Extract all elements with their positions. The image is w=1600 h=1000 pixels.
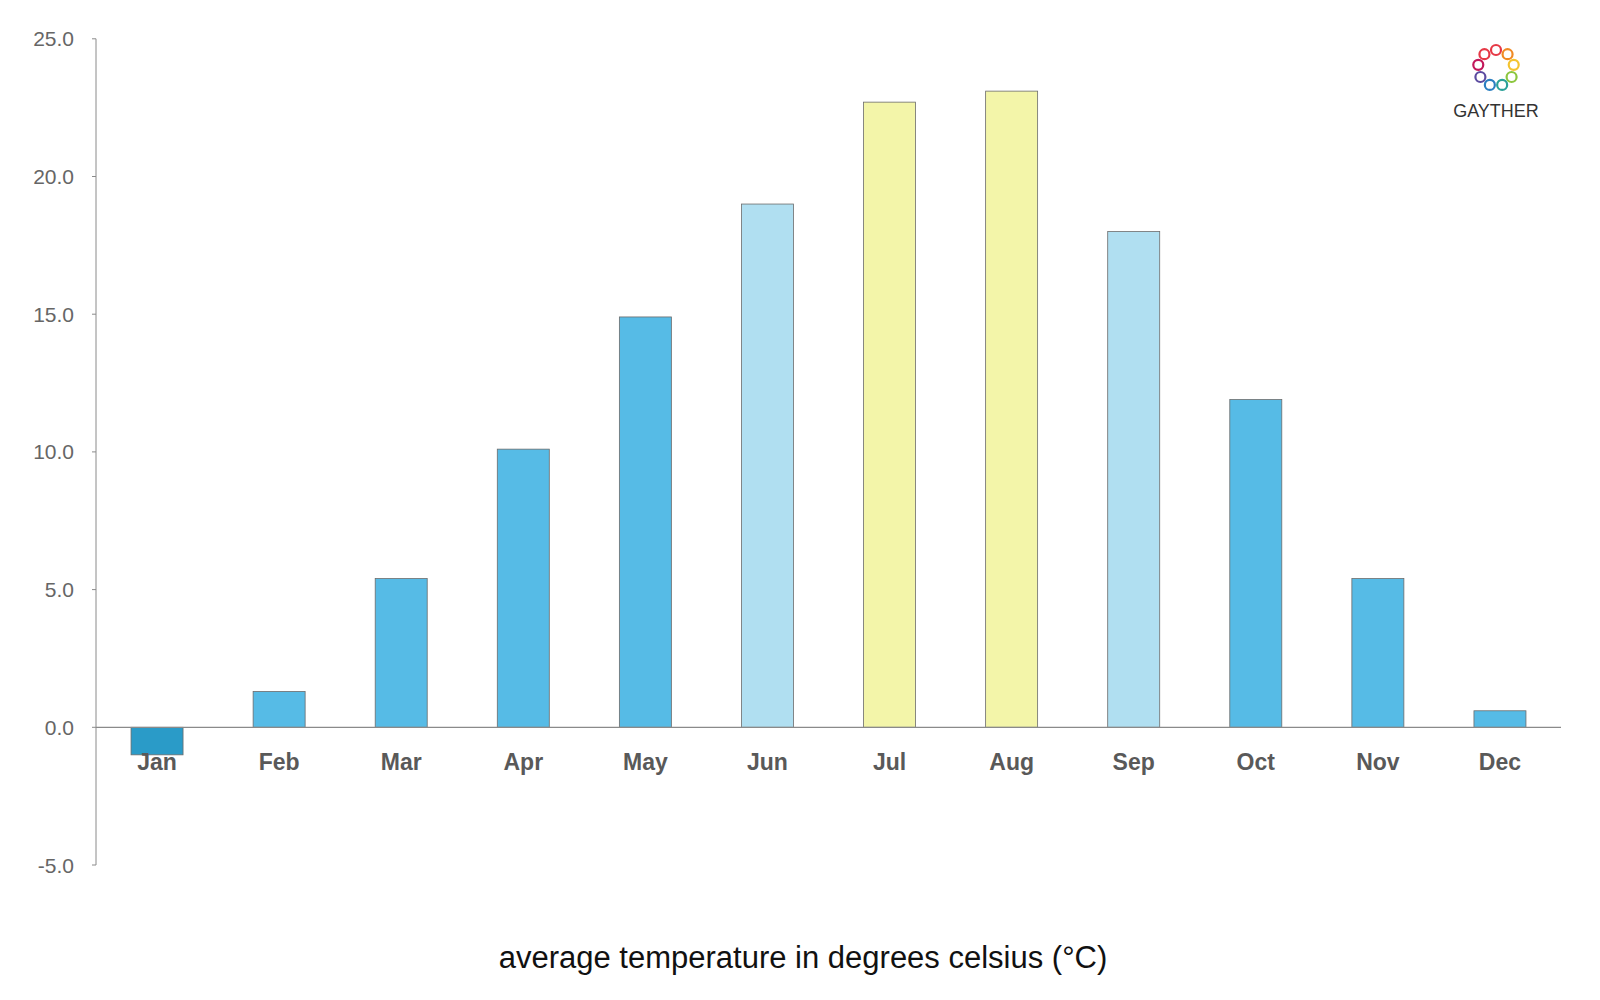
y-tick — [92, 589, 96, 590]
logo-petal — [1473, 60, 1483, 70]
x-tick-label: Oct — [1237, 749, 1276, 775]
x-tick-label: Jun — [747, 749, 788, 775]
logo-petal — [1479, 49, 1489, 59]
x-tick-label: Apr — [503, 749, 543, 775]
logo-petal — [1509, 60, 1519, 70]
bar — [1474, 711, 1526, 728]
x-tick-label: Dec — [1479, 749, 1521, 775]
logo-petal — [1485, 80, 1495, 90]
logo: GAYTHER — [1453, 45, 1539, 121]
bar — [1352, 579, 1404, 728]
x-tick-label: Feb — [259, 749, 300, 775]
y-tick-label: 5.0 — [45, 578, 74, 601]
bar — [375, 579, 427, 728]
logo-petal — [1491, 45, 1501, 55]
bar — [253, 691, 305, 727]
x-tick-label: May — [623, 749, 668, 775]
y-tick-label: 0.0 — [45, 716, 74, 739]
logo-petal — [1503, 49, 1513, 59]
x-tick-label: Aug — [989, 749, 1034, 775]
x-tick-label: Mar — [381, 749, 422, 775]
bar — [986, 91, 1038, 727]
bar — [497, 449, 549, 727]
chart-container: -5.0 0.0 5.0 10.0 15.0 20.0 25.0 Jan Feb Mar Apr Ma… — [0, 0, 1600, 1000]
y-tick — [92, 176, 96, 177]
y-tick-label: 20.0 — [33, 165, 74, 188]
y-tick — [92, 314, 96, 315]
zero-baseline — [96, 727, 1561, 728]
y-tick-label: 10.0 — [33, 440, 74, 463]
logo-petal — [1507, 72, 1517, 82]
x-axis-title: average temperature in degrees celsius (… — [499, 940, 1108, 975]
x-tick-label: Jul — [873, 749, 906, 775]
logo-text: GAYTHER — [1453, 101, 1539, 121]
x-tick-label: Jan — [137, 749, 177, 775]
x-tick-label: Sep — [1113, 749, 1155, 775]
y-ticks: -5.0 0.0 5.0 10.0 15.0 20.0 25.0 — [33, 27, 96, 876]
bar — [864, 102, 916, 727]
x-tick-labels: Jan Feb Mar Apr May Jun Jul Aug Sep Oct Nov Dec — [137, 749, 1521, 775]
bar — [1108, 232, 1160, 728]
bar — [619, 317, 671, 727]
chart-svg: -5.0 0.0 5.0 10.0 15.0 20.0 25.0 Jan Feb Mar Apr Ma… — [0, 0, 1600, 1000]
y-tick — [92, 451, 96, 452]
bar — [1230, 400, 1282, 728]
y-tick — [92, 865, 96, 866]
x-tick-label: Nov — [1356, 749, 1400, 775]
y-tick-label: 25.0 — [33, 27, 74, 50]
bar — [741, 204, 793, 727]
logo-petal — [1497, 80, 1507, 90]
y-tick-label: -5.0 — [38, 854, 74, 877]
bars — [131, 91, 1526, 755]
logo-petal — [1475, 72, 1485, 82]
y-tick-label: 15.0 — [33, 303, 74, 326]
y-tick — [92, 38, 96, 39]
y-tick — [92, 727, 96, 728]
